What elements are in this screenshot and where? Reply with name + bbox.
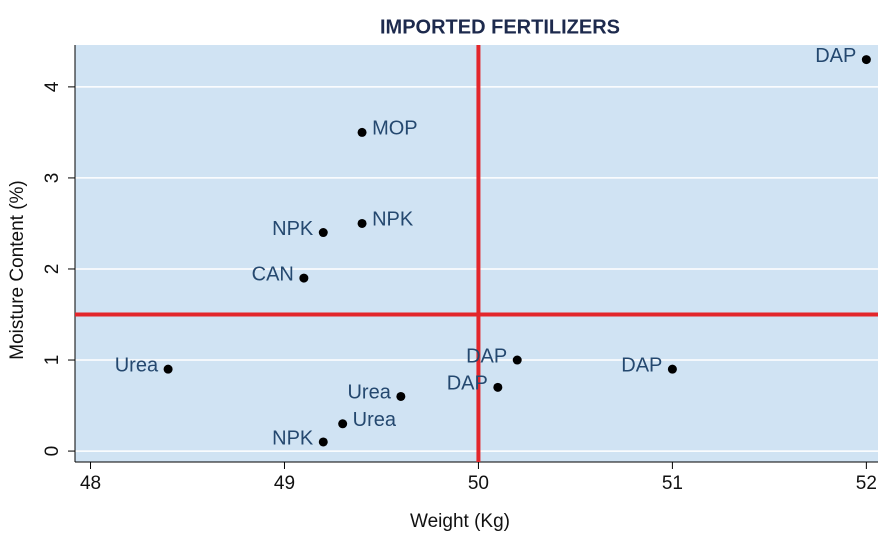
point [357, 218, 367, 228]
point [512, 355, 522, 365]
y-axis-label: Moisture Content (%) [7, 180, 28, 360]
point-label: NPK [272, 427, 314, 449]
x-tick-label: 52 [856, 473, 877, 494]
point-label: Urea [115, 354, 159, 376]
point [357, 127, 367, 137]
point-label: CAN [252, 263, 294, 285]
point-label: NPK [272, 218, 314, 240]
y-tick-label: 0 [42, 446, 63, 457]
chart-title: IMPORTED FERTILIZERS [380, 16, 620, 38]
point [861, 55, 871, 65]
point-label: DAP [621, 354, 662, 376]
x-tick-label: 50 [468, 473, 489, 494]
x-tick-label: 49 [274, 473, 295, 494]
point [396, 391, 406, 401]
point [667, 364, 677, 374]
point-label: Urea [353, 409, 397, 431]
point [163, 364, 173, 374]
point-label: DAP [447, 373, 488, 395]
y-tick-label: 2 [42, 264, 63, 275]
point [318, 437, 328, 447]
x-axis-label: Weight (Kg) [410, 511, 510, 532]
y-tick-label: 3 [42, 173, 63, 184]
point-label: DAP [466, 345, 507, 367]
y-tick-label: 4 [42, 81, 63, 92]
y-tick-label: 1 [42, 355, 63, 366]
point-label: Urea [347, 382, 391, 404]
point-label: DAP [815, 45, 856, 67]
point-label: NPK [372, 209, 414, 231]
point [493, 382, 503, 392]
x-tick-label: 48 [80, 473, 101, 494]
point [299, 273, 309, 283]
point [338, 419, 348, 429]
x-tick-label: 51 [662, 473, 683, 494]
point-label: MOP [372, 118, 418, 140]
point [318, 228, 328, 238]
